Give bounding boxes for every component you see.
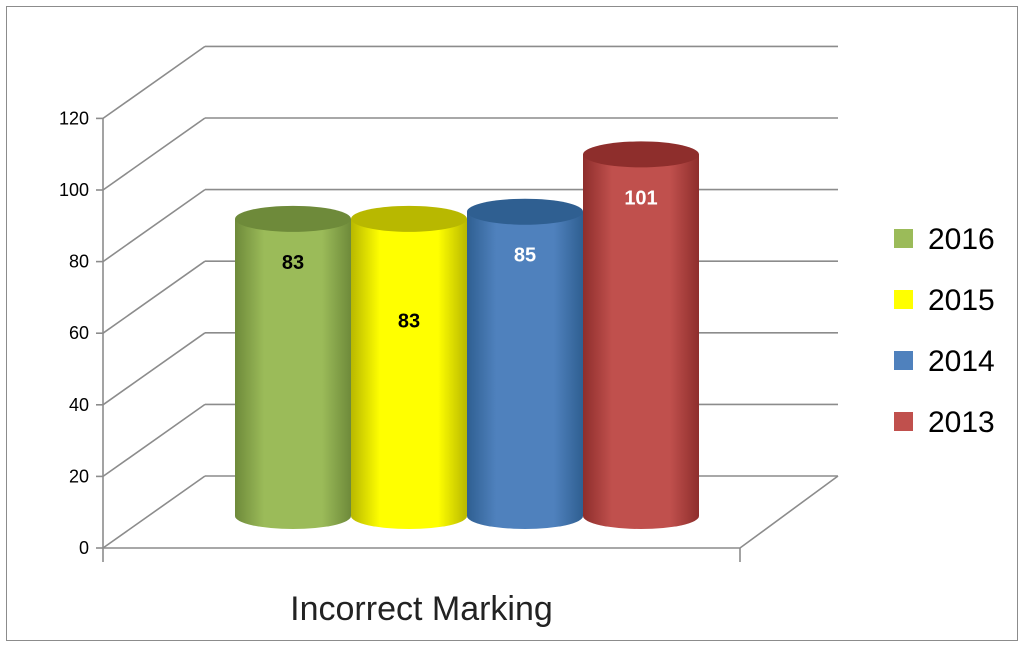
legend-swatch	[894, 412, 913, 431]
bar-body	[235, 218, 351, 530]
chart-floor	[102, 475, 839, 562]
x-axis: Incorrect Marking	[290, 590, 553, 628]
bar-body	[351, 218, 467, 530]
data-label: 101	[624, 187, 657, 209]
y-tick-label: 20	[69, 466, 89, 486]
data-label: 83	[398, 310, 420, 332]
legend-item-2015: 2015	[894, 284, 995, 317]
gridline	[102, 117, 838, 191]
y-tick-label: 100	[59, 180, 89, 200]
legend-item-2013: 2013	[894, 406, 995, 439]
bar-top	[467, 198, 583, 225]
legend-label: 2016	[928, 223, 995, 256]
bar-2014	[467, 198, 583, 529]
y-tick-label: 40	[69, 395, 89, 415]
bar-body	[583, 154, 699, 530]
y-tick-label: 120	[59, 108, 89, 128]
legend: 2016 2015 2014 2013	[894, 223, 995, 439]
bar-2016	[235, 205, 351, 530]
y-tick-label: 0	[79, 538, 89, 558]
bars	[235, 141, 699, 530]
legend-swatch	[894, 351, 913, 370]
category-label: Incorrect Marking	[290, 590, 553, 628]
y-tick-label: 60	[69, 323, 89, 343]
legend-label: 2015	[928, 284, 995, 317]
data-labels: 83 83 85 101	[282, 187, 658, 332]
legend-label: 2014	[928, 345, 995, 378]
data-label: 85	[514, 245, 536, 267]
y-axis: 0 20 40 60 80 100 120	[59, 108, 104, 558]
legend-label: 2013	[928, 406, 995, 439]
legend-swatch	[894, 290, 913, 309]
gridline	[102, 45, 838, 120]
data-label: 83	[282, 252, 304, 274]
bar-2015	[351, 205, 467, 530]
bar-top	[351, 205, 467, 232]
legend-item-2014: 2014	[894, 345, 995, 378]
bar-body	[467, 211, 583, 529]
bar-top	[583, 141, 699, 168]
bar-2013	[583, 141, 699, 530]
bar-top	[235, 205, 351, 232]
legend-item-2016: 2016	[894, 223, 995, 256]
y-tick-label: 80	[69, 252, 89, 272]
gridline	[102, 188, 838, 263]
legend-swatch	[894, 229, 913, 248]
